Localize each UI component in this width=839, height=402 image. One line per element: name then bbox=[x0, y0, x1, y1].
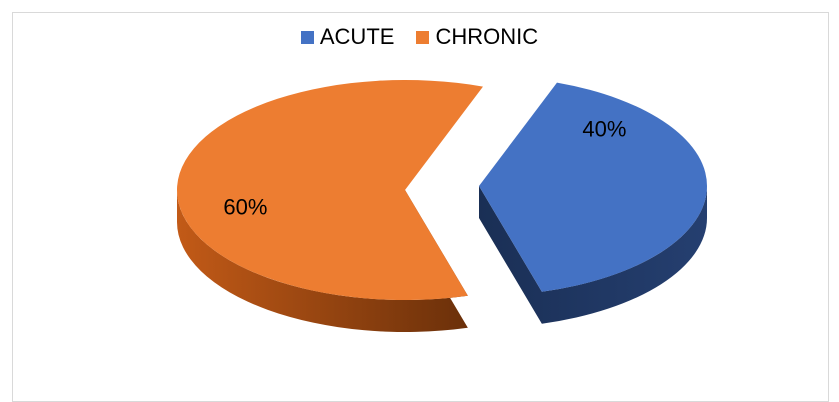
data-label-acute: 40% bbox=[582, 116, 626, 141]
legend-label-chronic: CHRONIC bbox=[435, 24, 539, 49]
pie-slices bbox=[177, 79, 708, 332]
legend-label-acute: ACUTE bbox=[319, 24, 395, 49]
pie-labels: 40% 60% bbox=[223, 116, 626, 219]
chart-legend: ACUTE CHRONIC bbox=[0, 24, 839, 50]
pie-slice-side-chronic bbox=[177, 190, 468, 332]
legend-swatch-acute bbox=[300, 30, 314, 44]
legend-item-chronic: CHRONIC bbox=[416, 24, 538, 50]
pie-slice-side-acute bbox=[479, 186, 707, 324]
pie-slice-chronic bbox=[177, 79, 483, 301]
legend-swatch-chronic bbox=[416, 30, 430, 44]
data-label-chronic: 60% bbox=[223, 195, 267, 220]
legend-item-acute: ACUTE bbox=[300, 24, 395, 50]
pie-slice-acute bbox=[479, 82, 708, 292]
